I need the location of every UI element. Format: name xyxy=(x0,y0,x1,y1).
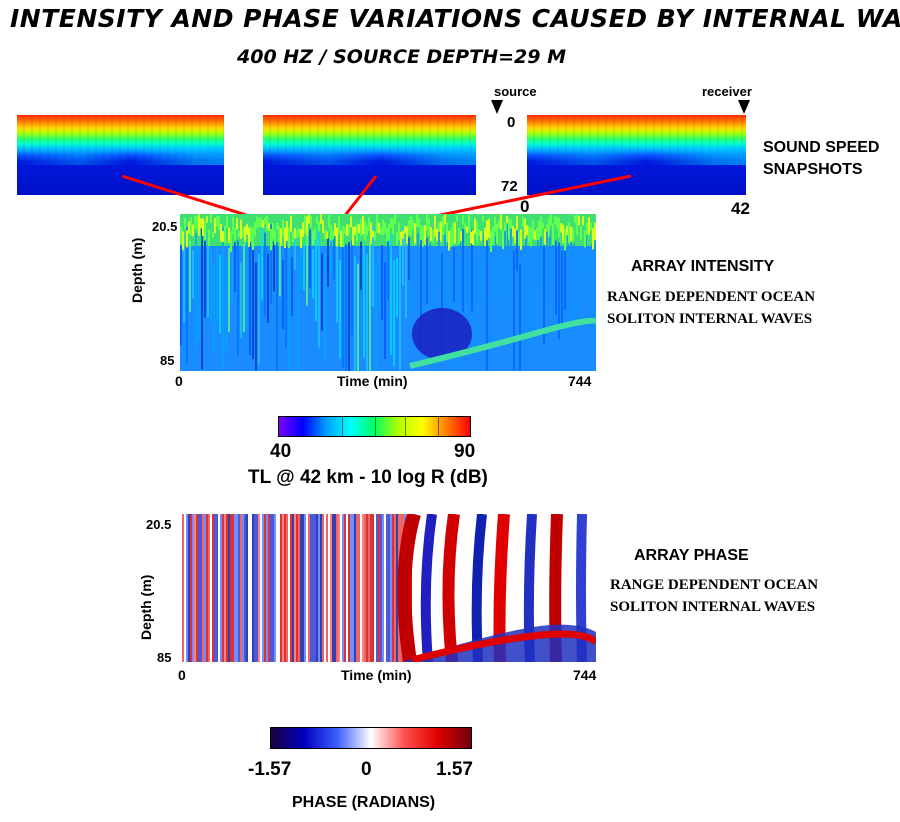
phase-x-end: 744 xyxy=(573,667,597,683)
phase-description: RANGE DEPENDENT OCEAN SOLITON INTERNAL W… xyxy=(610,574,818,618)
receiver-label: receiver xyxy=(702,84,752,99)
intensity-heading: ARRAY INTENSITY xyxy=(631,258,775,275)
sound-speed-snapshot-1 xyxy=(17,115,224,195)
intensity-colorbar-label: TL @ 42 km - 10 log R (dB) xyxy=(248,467,488,488)
phase-description-line2: SOLITON INTERNAL WAVES xyxy=(610,599,816,615)
intensity-description-line1: RANGE DEPENDENT OCEAN xyxy=(607,289,816,305)
intensity-description: RANGE DEPENDENT OCEAN SOLITON INTERNAL W… xyxy=(607,286,815,330)
snapshots-caption-line2: SNAPSHOTS xyxy=(763,161,863,178)
sound-speed-snapshot-2 xyxy=(263,115,476,195)
snapshot-range-end: 42 xyxy=(731,199,750,218)
source-marker-icon xyxy=(491,100,503,114)
array-phase-image xyxy=(182,514,596,662)
intensity-colorbar-min: 40 xyxy=(270,441,292,462)
phase-colorbar-min: -1.57 xyxy=(248,759,292,780)
phase-y-bottom: 85 xyxy=(157,650,172,665)
phase-y-top: 20.5 xyxy=(146,517,172,532)
connector-line-3 xyxy=(425,174,632,220)
figure-subtitle: 400 HZ / SOURCE DEPTH=29 M xyxy=(237,46,566,68)
source-label: source xyxy=(494,84,537,99)
sound-speed-snapshot-3 xyxy=(527,115,746,195)
intensity-y-bottom: 85 xyxy=(160,353,175,368)
intensity-x-label: Time (min) xyxy=(337,373,408,389)
phase-y-label: Depth (m) xyxy=(138,574,154,640)
phase-x-label: Time (min) xyxy=(341,667,412,683)
snapshot-depth-bottom: 72 xyxy=(501,178,518,195)
intensity-colorbar-max: 90 xyxy=(454,441,476,462)
connector-line-1 xyxy=(121,174,263,222)
snapshot-range-start: 0 xyxy=(520,197,530,216)
phase-colorbar-mid: 0 xyxy=(361,759,372,780)
intensity-x-end: 744 xyxy=(568,373,592,389)
snapshot-depth-top: 0 xyxy=(507,114,516,131)
phase-x-start: 0 xyxy=(178,667,186,683)
phase-heading: ARRAY PHASE xyxy=(634,547,749,564)
phase-colorbar xyxy=(270,727,472,749)
connector-line-2 xyxy=(341,175,378,219)
array-phase-plot xyxy=(182,514,596,662)
array-intensity-plot xyxy=(180,214,596,371)
receiver-marker-icon xyxy=(738,100,750,114)
phase-colorbar-max: 1.57 xyxy=(436,759,473,780)
array-intensity-image xyxy=(180,214,596,371)
snapshots-caption-line1: SOUND SPEED xyxy=(763,139,880,156)
intensity-colorbar xyxy=(278,416,471,437)
intensity-description-line2: SOLITON INTERNAL WAVES xyxy=(607,311,813,327)
intensity-x-start: 0 xyxy=(175,373,183,389)
phase-description-line1: RANGE DEPENDENT OCEAN xyxy=(610,577,819,593)
intensity-y-label: Depth (m) xyxy=(129,237,145,303)
phase-colorbar-label: PHASE (RADIANS) xyxy=(292,794,436,811)
snapshots-caption: SOUND SPEED SNAPSHOTS xyxy=(763,137,879,181)
intensity-y-top: 20.5 xyxy=(152,219,178,234)
figure-title: INTENSITY AND PHASE VARIATIONS CAUSED BY… xyxy=(10,4,900,33)
